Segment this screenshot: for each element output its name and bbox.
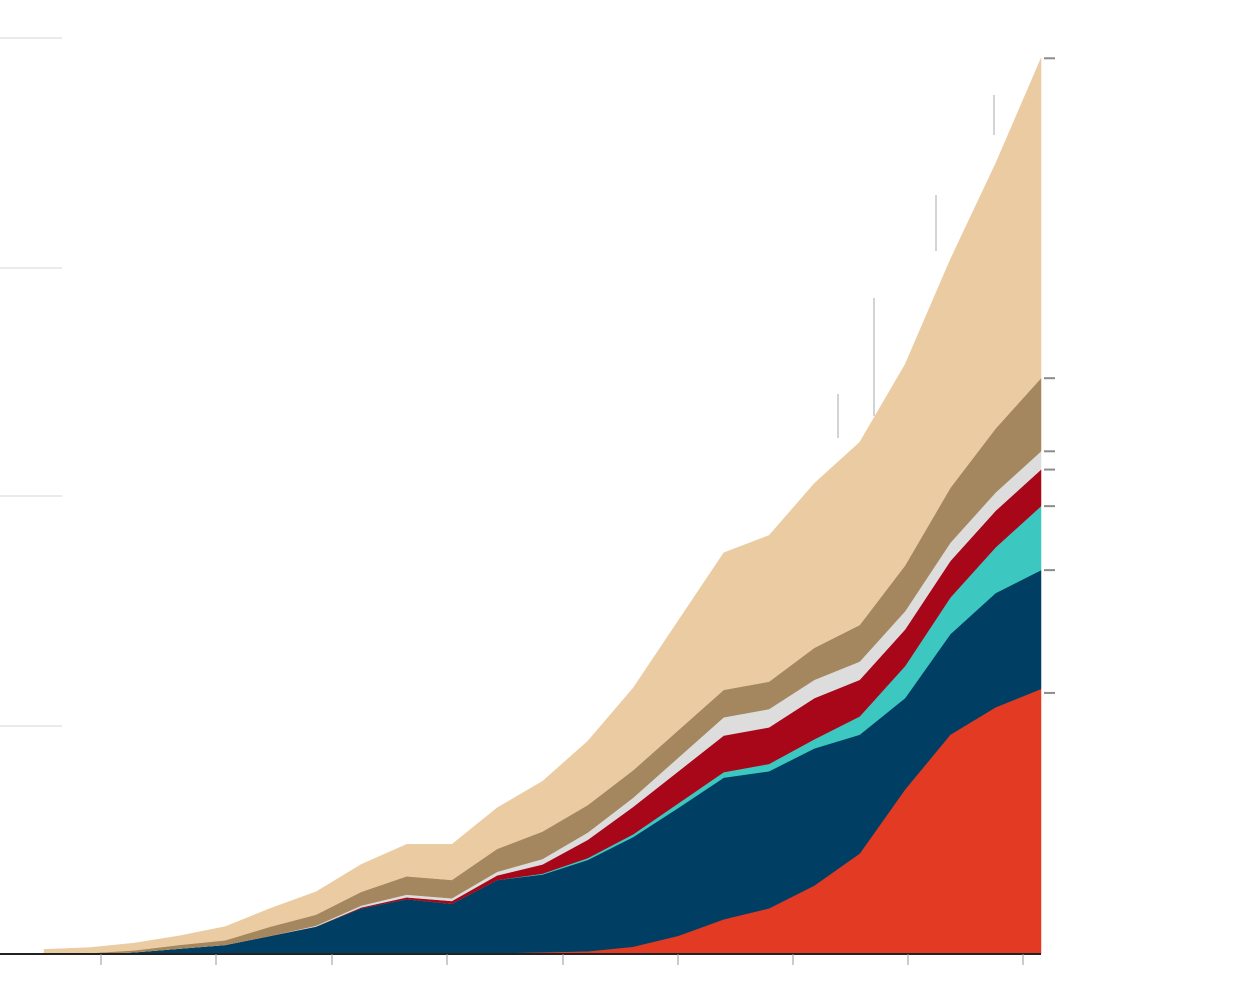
right-axis-ticks bbox=[1044, 57, 1055, 694]
y-axis-gridlines bbox=[0, 37, 62, 727]
area-series-6 bbox=[43, 58, 1042, 955]
x-axis bbox=[0, 953, 1041, 965]
annotation-lines bbox=[837, 95, 995, 438]
area-series bbox=[43, 58, 1042, 955]
